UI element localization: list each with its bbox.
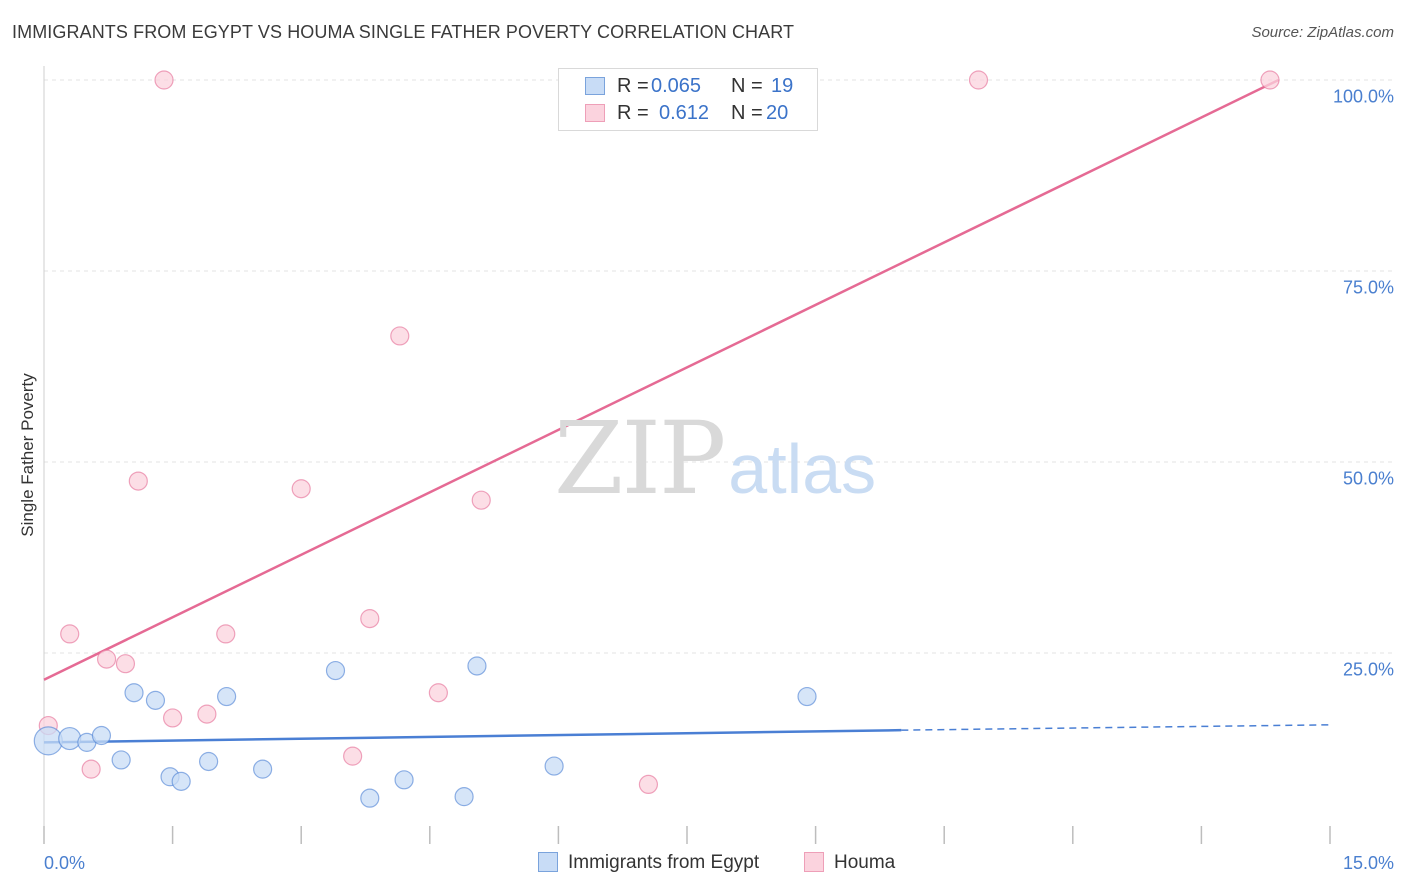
legend-n-label: N =	[731, 75, 763, 97]
data-point-houma	[343, 746, 363, 766]
series-label-houma: Houma	[834, 852, 896, 873]
data-point-egypt	[111, 750, 131, 770]
data-point-houma	[390, 326, 410, 346]
trend-line-egypt	[43, 728, 902, 744]
data-point-egypt	[171, 771, 191, 791]
series-legend-houma[interactable]: Houma	[804, 852, 895, 874]
legend-n-value: 19	[771, 75, 794, 97]
grid-lines	[44, 79, 1392, 654]
y-tick-label: 75.0%	[1342, 277, 1394, 298]
data-point-houma	[60, 624, 80, 644]
data-point-houma	[428, 683, 448, 703]
series-legend-egypt[interactable]: Immigrants from Egypt	[538, 852, 759, 874]
data-point-houma	[81, 759, 101, 779]
data-point-egypt	[145, 690, 166, 710]
series-swatch-houma	[804, 852, 824, 872]
data-point-houma	[216, 624, 236, 644]
y-tick-label: 25.0%	[1342, 659, 1394, 680]
y-tick-label: 50.0%	[1342, 468, 1394, 489]
axes	[43, 66, 1331, 844]
data-point-egypt	[91, 725, 112, 746]
data-point-houma	[154, 70, 174, 90]
data-point-egypt	[544, 756, 564, 776]
data-point-egypt	[199, 751, 219, 772]
data-point-egypt	[124, 683, 144, 703]
legend-swatch-egypt	[585, 77, 605, 95]
chart-title: IMMIGRANTS FROM EGYPT VS HOUMA SINGLE FA…	[12, 22, 795, 42]
data-point-houma	[197, 704, 217, 724]
data-point-houma	[115, 654, 136, 674]
data-point-egypt	[467, 656, 487, 676]
y-tick-label: 100.0%	[1332, 86, 1394, 107]
data-point-egypt	[325, 660, 346, 681]
legend-r-label: R =	[617, 75, 649, 97]
data-point-houma	[1260, 70, 1280, 90]
data-point-egypt	[33, 726, 63, 756]
data-point-egypt	[360, 788, 380, 808]
data-point-houma	[96, 649, 117, 669]
data-point-houma	[128, 471, 148, 491]
data-point-egypt	[253, 759, 273, 779]
data-point-houma	[968, 70, 989, 90]
legend-r-value: 0.612	[659, 102, 710, 124]
data-point-houma	[471, 490, 491, 510]
trend-lines	[43, 78, 1331, 744]
data-point-houma	[360, 609, 380, 629]
data-point-egypt	[217, 686, 237, 707]
series-swatch-egypt	[538, 852, 558, 872]
data-point-houma	[291, 479, 311, 499]
data-point-houma	[638, 774, 659, 795]
series-label-egypt: Immigrants from Egypt	[568, 852, 760, 873]
data-point-egypt	[58, 726, 82, 751]
legend-swatch-houma	[585, 104, 605, 122]
legend-n-value: 20	[766, 102, 789, 124]
data-point-egypt	[454, 787, 474, 807]
x-tick-label-min: 0.0%	[44, 853, 86, 873]
data-points	[33, 70, 1280, 808]
x-tick-label-max: 15.0%	[1342, 853, 1394, 873]
data-point-houma	[163, 708, 183, 728]
legend-r-label: R =	[617, 102, 649, 124]
trend-line-houma	[43, 78, 1280, 681]
stats-legend: R = 0.065 N = 19 R = 0.612 N = 20	[558, 68, 818, 131]
trend-line-extension	[901, 724, 1331, 731]
y-axis-label: Single Father Poverty	[18, 373, 37, 537]
source-label: Source: ZipAtlas.com	[1251, 24, 1394, 41]
data-point-egypt	[797, 686, 817, 707]
data-point-egypt	[394, 770, 414, 790]
legend-r-value: 0.065	[651, 75, 702, 97]
legend-n-label: N =	[731, 102, 763, 124]
